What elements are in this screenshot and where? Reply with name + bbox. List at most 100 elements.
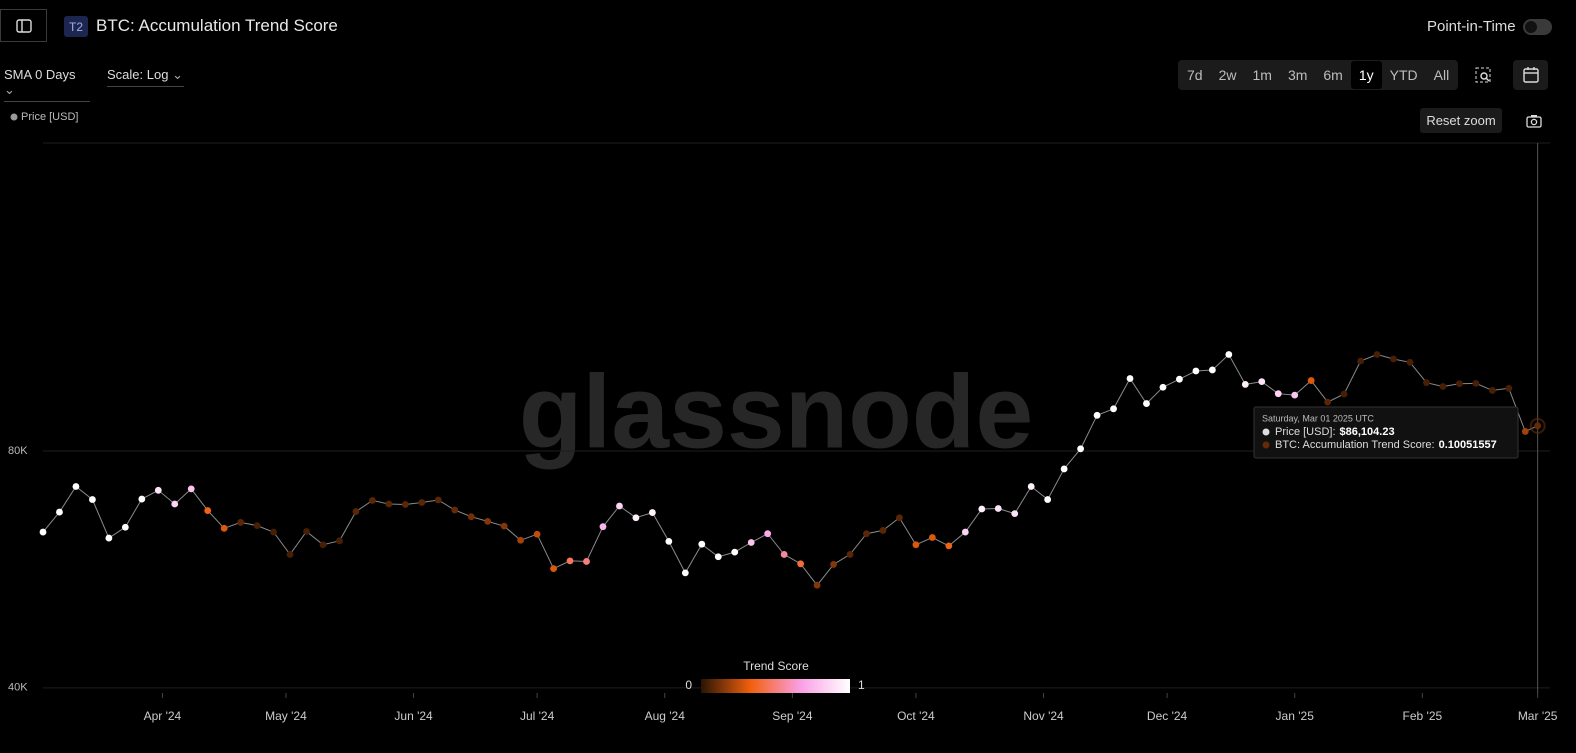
price-dot <box>1534 422 1542 430</box>
y-tick-label: 80K <box>8 445 28 457</box>
tooltip: Saturday, Mar 01 2025 UTC Price [USD]: $86… <box>1253 406 1519 459</box>
price-dot <box>1307 377 1315 384</box>
zoom-icon <box>1475 67 1491 83</box>
price-dot <box>368 497 376 504</box>
x-tick-label: Feb '25 <box>1403 709 1443 723</box>
range-button[interactable]: 3m <box>1287 67 1308 83</box>
page-title: BTC: Accumulation Trend Score <box>96 16 338 35</box>
range-button[interactable]: 1m <box>1252 67 1272 83</box>
price-dot <box>1505 384 1513 392</box>
tier-badge: T2 <box>64 16 88 37</box>
camera-button[interactable] <box>1524 111 1544 131</box>
colorbar: Trend Score 0 1 <box>685 659 865 693</box>
price-dot <box>550 565 557 573</box>
reset-zoom[interactable]: Reset zoom <box>1420 108 1502 133</box>
price-dot <box>1208 366 1216 374</box>
calendar-button[interactable] <box>1513 60 1548 90</box>
range-group: 7d 2w 1m 3m 6m 1y YTD All <box>1178 60 1459 90</box>
chevron: ⌄ <box>172 67 183 82</box>
price-dot <box>961 528 969 536</box>
range-button[interactable]: 2w <box>1218 67 1237 83</box>
price-dot <box>270 528 277 536</box>
zoom-search[interactable] <box>1466 61 1500 89</box>
price-dot <box>72 483 80 490</box>
price-dot <box>945 542 953 550</box>
price-dot <box>303 528 310 535</box>
price-dot <box>698 540 706 548</box>
tooltip-score-row: BTC: Accumulation Trend Score: 0.10051557 <box>1275 439 1497 451</box>
sma-select[interactable]: SMA 0 Days ⌄ <box>4 67 90 102</box>
price-dot <box>1390 355 1397 363</box>
hover-ring <box>1529 417 1546 434</box>
price-dot <box>747 539 755 546</box>
range-button[interactable]: YTD <box>1389 67 1418 83</box>
tooltip-price-marker <box>1262 428 1270 436</box>
price-dot <box>1406 358 1414 366</box>
price-dot <box>1225 351 1233 358</box>
scale-select[interactable]: Scale: Log ⌄ <box>107 67 184 87</box>
colorbar-title: Trend Score <box>743 659 809 673</box>
tooltip-date: Saturday, Mar 01 2025 UTC <box>1262 413 1374 423</box>
price-dot <box>1060 465 1068 473</box>
colorbar-min: 0 <box>685 678 692 692</box>
price-dot <box>1159 383 1167 391</box>
price-dot <box>336 537 343 545</box>
price-dot <box>780 551 788 558</box>
x-tick-label: Nov '24 <box>1023 709 1064 723</box>
price-dot <box>121 523 129 531</box>
price-dot <box>1241 381 1249 388</box>
price-dot <box>286 551 294 558</box>
scale-label: Scale: Log <box>107 67 169 82</box>
price-dot <box>599 523 607 531</box>
tooltip-score-value: 0.10051557 <box>1439 439 1497 451</box>
price-dot <box>517 536 525 544</box>
price-dot <box>1192 367 1200 375</box>
price-dot <box>1521 428 1529 435</box>
range-button[interactable]: All <box>1433 67 1450 83</box>
price-dot <box>253 522 261 530</box>
price-dot <box>846 551 854 558</box>
price-dot <box>484 517 492 525</box>
sidebar-toggle[interactable] <box>0 9 47 42</box>
legend-label: Price [USD] <box>21 111 78 123</box>
x-tick-label: Jan '25 <box>1276 709 1315 723</box>
range-button[interactable]: 6m <box>1323 67 1343 83</box>
price-dot <box>1423 379 1430 387</box>
price-dot <box>896 514 903 522</box>
price-dot <box>616 502 623 510</box>
price-dot <box>928 534 936 541</box>
toggle-switch[interactable] <box>1523 19 1552 35</box>
price-dot <box>385 500 393 508</box>
price-dot <box>237 519 245 526</box>
price-dot <box>352 508 360 515</box>
price-dot <box>764 530 772 538</box>
price-dot <box>797 560 805 568</box>
range-button[interactable]: 1y <box>1350 61 1382 89</box>
price-dot <box>912 541 920 549</box>
price-dot <box>1093 411 1101 419</box>
legend: Price [USD] <box>10 111 78 123</box>
price-dot <box>1439 383 1447 390</box>
price-dot <box>978 505 986 513</box>
price-dot <box>105 534 113 542</box>
calendar-icon <box>1522 67 1539 83</box>
price-dot <box>533 530 541 538</box>
camera-icon <box>1526 115 1542 128</box>
price-dot <box>1456 380 1463 388</box>
price-dot <box>665 537 673 545</box>
range-button[interactable]: 7d <box>1187 67 1203 83</box>
price-dot <box>1357 357 1364 365</box>
x-tick-label: Jun '24 <box>394 709 433 723</box>
price-dot <box>89 496 96 503</box>
price-dot <box>994 505 1002 512</box>
price-dot <box>154 486 162 494</box>
x-tick-label: Oct '24 <box>897 709 935 723</box>
price-dot <box>830 561 837 568</box>
x-tick-label: Sep '24 <box>772 709 813 723</box>
tooltip-price-row: Price [USD]: $86,104.23 <box>1275 426 1395 438</box>
price-dot <box>632 514 640 522</box>
price-dot <box>138 495 146 503</box>
watermark: glassnode <box>519 354 1033 470</box>
